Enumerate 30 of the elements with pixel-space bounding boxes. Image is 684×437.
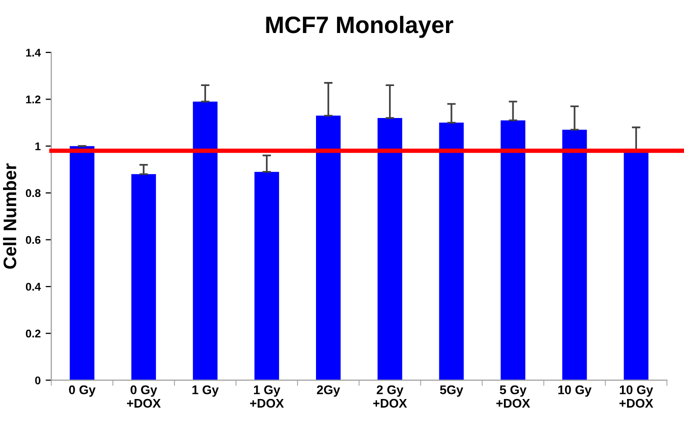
bar (192, 102, 218, 380)
x-tick-label: 0 Gy +DOX (126, 385, 161, 408)
y-tick-label: 0.8 (26, 189, 41, 198)
y-tick-label: 0 (35, 376, 40, 384)
x-tick-label: 5 Gy +DOX (496, 385, 530, 408)
y-tick-label: 1.2 (26, 96, 40, 104)
x-tick-label: 2Gy (316, 385, 340, 397)
bar (378, 118, 402, 380)
bar (624, 150, 648, 380)
bar (500, 120, 526, 380)
y-tick-label: 0.4 (26, 282, 41, 291)
x-tick-label: 0 Gy (69, 385, 96, 397)
y-axis-title: Cell Number (3, 163, 16, 269)
x-tick-label: 10 Gy (558, 385, 592, 397)
bar (562, 130, 587, 380)
x-tick-label: 1 Gy (192, 385, 219, 397)
bar (439, 122, 464, 380)
bar (254, 172, 280, 380)
bar (131, 174, 156, 380)
x-tick-label: 1 Gy +DOX (250, 385, 284, 408)
x-tick-label: 5Gy (440, 385, 464, 397)
y-tick-label: 0.2 (26, 330, 40, 338)
x-tick-label: 2 Gy +DOX (373, 385, 407, 408)
chart-title: MCF7 Monolayer (266, 16, 454, 38)
y-tick-label: 0.6 (26, 236, 40, 244)
y-tick-label: 1 (35, 142, 41, 150)
y-tick-label: 1.4 (26, 48, 41, 56)
bar (70, 146, 94, 380)
bar (316, 116, 341, 380)
x-tick-label: 10 Gy +DOX (619, 385, 654, 408)
